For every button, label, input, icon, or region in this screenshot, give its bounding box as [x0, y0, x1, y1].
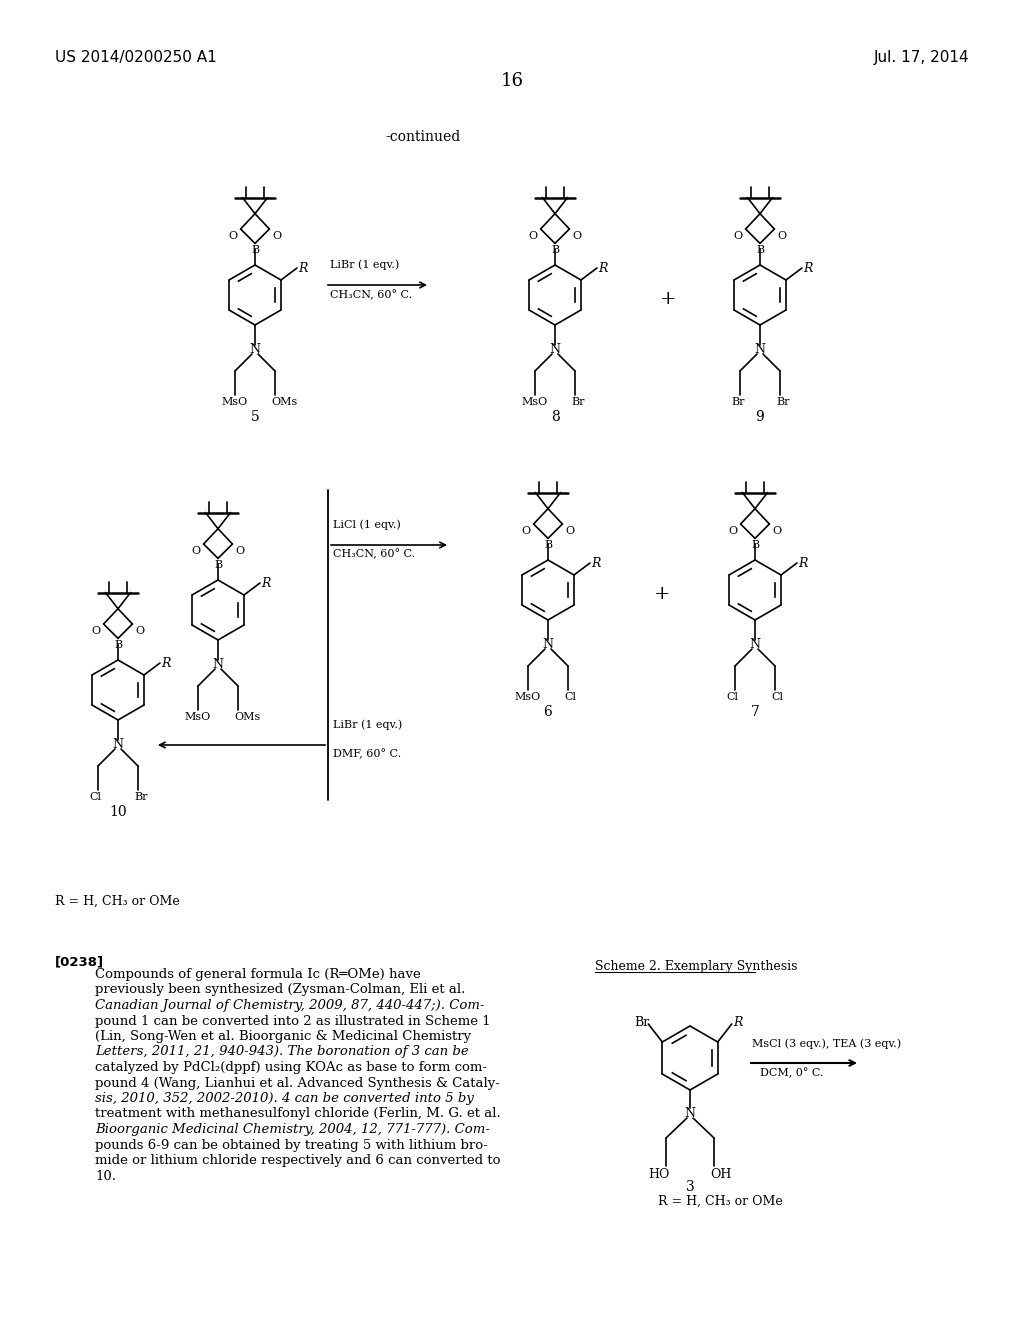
Text: OMs: OMs — [234, 711, 260, 722]
Text: R: R — [161, 657, 170, 671]
Text: pound 4 (Wang, Lianhui et al. Advanced Synthesis & Cataly-: pound 4 (Wang, Lianhui et al. Advanced S… — [95, 1077, 500, 1089]
Text: OMs: OMs — [271, 397, 297, 407]
Text: DMF, 60° C.: DMF, 60° C. — [333, 748, 401, 759]
Text: 10.: 10. — [95, 1170, 116, 1183]
Text: Cl: Cl — [89, 792, 101, 803]
Text: O: O — [236, 546, 245, 556]
Text: +: + — [653, 585, 671, 603]
Text: LiBr (1 eqv.): LiBr (1 eqv.) — [330, 260, 399, 271]
Text: R: R — [598, 261, 607, 275]
Text: B: B — [544, 540, 552, 550]
Text: Br: Br — [634, 1016, 649, 1030]
Text: O: O — [778, 231, 787, 242]
Text: catalyzed by PdCl₂(dppf) using KOAc as base to form com-: catalyzed by PdCl₂(dppf) using KOAc as b… — [95, 1061, 487, 1074]
Text: Br: Br — [731, 397, 744, 407]
Text: MsCl (3 eqv.), TEA (3 eqv.): MsCl (3 eqv.), TEA (3 eqv.) — [752, 1039, 901, 1049]
Text: R = H, CH₃ or OMe: R = H, CH₃ or OMe — [658, 1195, 782, 1208]
Text: MsO: MsO — [514, 692, 541, 702]
Text: Cl: Cl — [726, 692, 738, 702]
Text: CH₃CN, 60° C.: CH₃CN, 60° C. — [330, 290, 412, 301]
Text: MsO: MsO — [184, 711, 211, 722]
Text: 16: 16 — [501, 73, 523, 90]
Text: treatment with methanesulfonyl chloride (Ferlin, M. G. et al.: treatment with methanesulfonyl chloride … — [95, 1107, 501, 1121]
Text: O: O — [528, 231, 538, 242]
Text: Bioorganic Medicinal Chemistry, 2004, 12, 771-777). Com-: Bioorganic Medicinal Chemistry, 2004, 12… — [95, 1123, 489, 1137]
Text: US 2014/0200250 A1: US 2014/0200250 A1 — [55, 50, 217, 65]
Text: (Lin, Song-Wen et al. Bioorganic & Medicinal Chemistry: (Lin, Song-Wen et al. Bioorganic & Medic… — [95, 1030, 471, 1043]
Text: pounds 6-9 can be obtained by treating 5 with lithium bro-: pounds 6-9 can be obtained by treating 5… — [95, 1138, 487, 1151]
Text: N: N — [550, 343, 560, 356]
Text: MsO: MsO — [221, 397, 248, 407]
Text: Br: Br — [134, 792, 147, 803]
Text: R: R — [261, 577, 270, 590]
Text: O: O — [773, 525, 782, 536]
Text: 8: 8 — [551, 411, 559, 424]
Text: O: O — [191, 546, 200, 556]
Text: +: + — [659, 290, 676, 308]
Text: O: O — [521, 525, 530, 536]
Text: B: B — [251, 246, 259, 255]
Text: O: O — [91, 626, 100, 636]
Text: HO: HO — [648, 1168, 670, 1181]
Text: Compounds of general formula Ic (R═OMe) have: Compounds of general formula Ic (R═OMe) … — [95, 968, 421, 981]
Text: -continued: -continued — [385, 129, 460, 144]
Text: N: N — [113, 738, 124, 751]
Text: pound 1 can be converted into 2 as illustrated in Scheme 1: pound 1 can be converted into 2 as illus… — [95, 1015, 490, 1027]
Text: B: B — [756, 246, 764, 255]
Text: Jul. 17, 2014: Jul. 17, 2014 — [873, 50, 969, 65]
Text: CH₃CN, 60° C.: CH₃CN, 60° C. — [333, 549, 415, 560]
Text: B: B — [551, 246, 559, 255]
Text: B: B — [114, 640, 122, 651]
Text: O: O — [733, 231, 742, 242]
Text: Scheme 2. Exemplary Synthesis: Scheme 2. Exemplary Synthesis — [595, 960, 798, 973]
Text: [0238]: [0238] — [55, 954, 104, 968]
Text: 10: 10 — [110, 805, 127, 818]
Text: R: R — [733, 1016, 742, 1030]
Text: DCM, 0° C.: DCM, 0° C. — [760, 1068, 823, 1078]
Text: N: N — [213, 657, 223, 671]
Text: 7: 7 — [751, 705, 760, 719]
Text: R = H, CH₃ or OMe: R = H, CH₃ or OMe — [55, 895, 180, 908]
Text: mide or lithium chloride respectively and 6 can converted to: mide or lithium chloride respectively an… — [95, 1154, 501, 1167]
Text: N: N — [684, 1107, 695, 1119]
Text: N: N — [750, 638, 761, 651]
Text: O: O — [228, 231, 238, 242]
Text: Cl: Cl — [564, 692, 575, 702]
Text: sis, 2010, 352, 2002-2010). 4 can be converted into 5 by: sis, 2010, 352, 2002-2010). 4 can be con… — [95, 1092, 474, 1105]
Text: O: O — [272, 231, 282, 242]
Text: Canadian Journal of Chemistry, 2009, 87, 440-447;). Com-: Canadian Journal of Chemistry, 2009, 87,… — [95, 999, 484, 1012]
Text: LiBr (1 eqv.): LiBr (1 eqv.) — [333, 719, 402, 730]
Text: B: B — [214, 561, 222, 570]
Text: O: O — [572, 231, 582, 242]
Text: O: O — [136, 626, 145, 636]
Text: 5: 5 — [251, 411, 259, 424]
Text: LiCl (1 eqv.): LiCl (1 eqv.) — [333, 520, 400, 531]
Text: R: R — [298, 261, 307, 275]
Text: previously been synthesized (Zysman-Colman, Eli et al.: previously been synthesized (Zysman-Colm… — [95, 983, 465, 997]
Text: Letters, 2011, 21, 940-943). The boronation of 3 can be: Letters, 2011, 21, 940-943). The boronat… — [95, 1045, 469, 1059]
Text: 9: 9 — [756, 411, 764, 424]
Text: OH: OH — [710, 1168, 731, 1181]
Text: R: R — [591, 557, 600, 570]
Text: R: R — [803, 261, 812, 275]
Text: Cl: Cl — [771, 692, 783, 702]
Text: B: B — [751, 540, 759, 550]
Text: 3: 3 — [686, 1180, 694, 1195]
Text: N: N — [755, 343, 766, 356]
Text: N: N — [250, 343, 260, 356]
Text: MsO: MsO — [521, 397, 548, 407]
Text: 6: 6 — [544, 705, 552, 719]
Text: O: O — [728, 525, 737, 536]
Text: Br: Br — [571, 397, 585, 407]
Text: O: O — [566, 525, 574, 536]
Text: N: N — [543, 638, 554, 651]
Text: R: R — [798, 557, 807, 570]
Text: Br: Br — [776, 397, 790, 407]
